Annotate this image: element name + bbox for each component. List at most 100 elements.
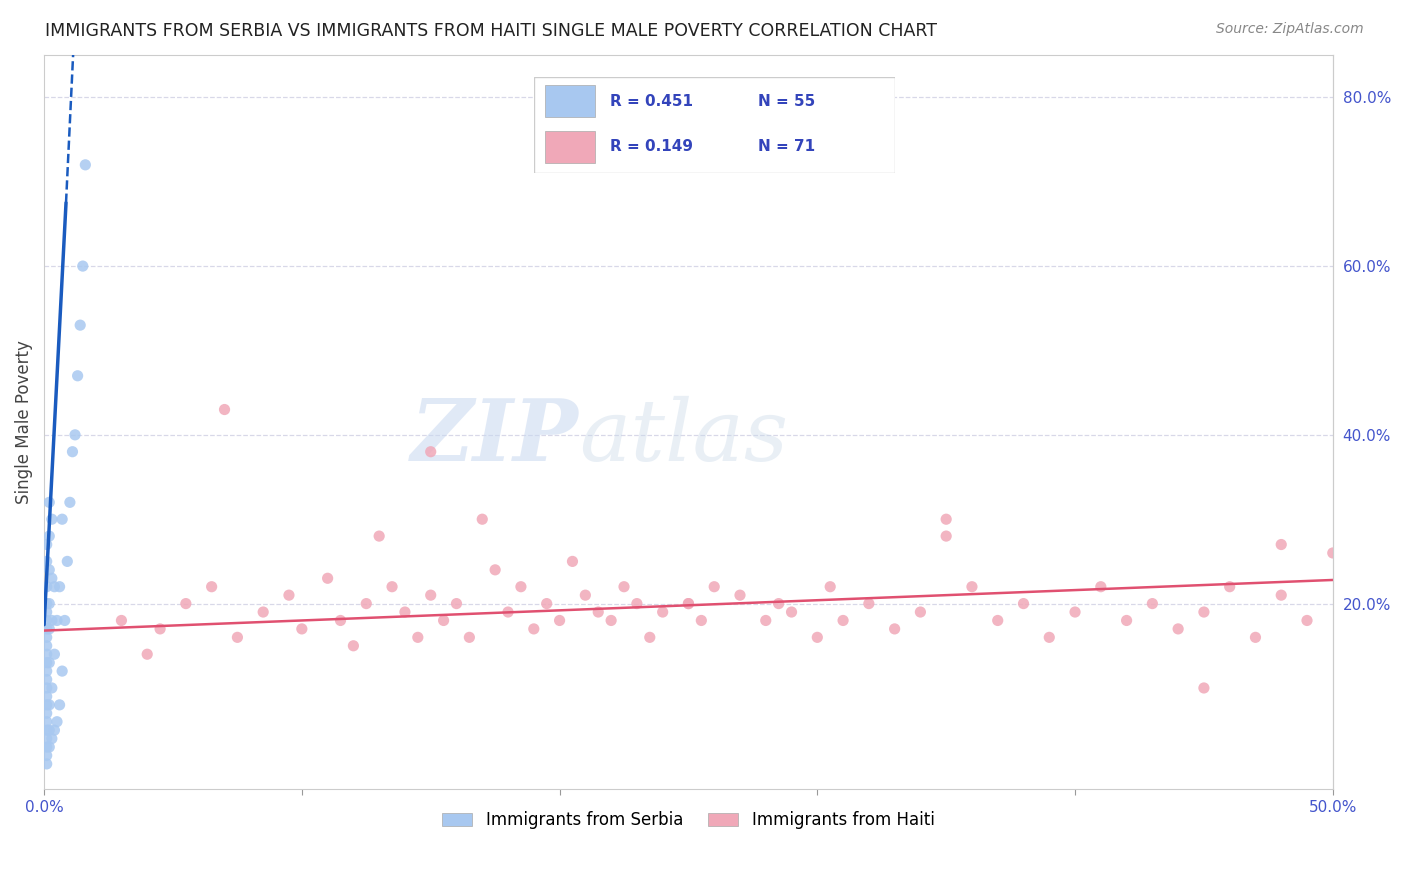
- Point: [46, 714, 69, 729]
- Point: [329, 614, 352, 628]
- Point: [548, 614, 571, 628]
- Text: atlas: atlas: [579, 395, 787, 478]
- Legend: Immigrants from Serbia, Immigrants from Haiti: Immigrants from Serbia, Immigrants from …: [436, 805, 941, 836]
- Point: [1270, 537, 1292, 551]
- Point: [935, 529, 957, 543]
- Point: [381, 580, 404, 594]
- Point: [780, 605, 803, 619]
- Point: [1090, 580, 1112, 594]
- Point: [1167, 622, 1189, 636]
- Point: [755, 614, 778, 628]
- Point: [35, 639, 58, 653]
- Point: [174, 597, 197, 611]
- Point: [690, 614, 713, 628]
- Point: [35, 723, 58, 738]
- Point: [561, 554, 583, 568]
- Point: [1142, 597, 1164, 611]
- Point: [1192, 605, 1215, 619]
- Point: [44, 580, 66, 594]
- Point: [201, 580, 224, 594]
- Point: [38, 622, 60, 636]
- Point: [768, 597, 790, 611]
- Point: [1244, 631, 1267, 645]
- Point: [41, 512, 63, 526]
- Point: [35, 673, 58, 687]
- Point: [35, 537, 58, 551]
- Point: [62, 444, 84, 458]
- Point: [484, 563, 506, 577]
- Text: IMMIGRANTS FROM SERBIA VS IMMIGRANTS FROM HAITI SINGLE MALE POVERTY CORRELATION : IMMIGRANTS FROM SERBIA VS IMMIGRANTS FRO…: [45, 22, 936, 40]
- Point: [35, 631, 58, 645]
- Point: [35, 756, 58, 771]
- Point: [509, 580, 531, 594]
- Point: [38, 723, 60, 738]
- Point: [51, 664, 73, 678]
- Point: [806, 631, 828, 645]
- Point: [600, 614, 623, 628]
- Text: ZIP: ZIP: [411, 395, 579, 479]
- Point: [110, 614, 132, 628]
- Point: [703, 580, 725, 594]
- Point: [278, 588, 301, 602]
- Point: [56, 554, 79, 568]
- Point: [678, 597, 700, 611]
- Point: [35, 739, 58, 754]
- Point: [51, 512, 73, 526]
- Point: [38, 739, 60, 754]
- Point: [1296, 614, 1319, 628]
- Y-axis label: Single Male Poverty: Single Male Poverty: [15, 340, 32, 504]
- Point: [41, 681, 63, 695]
- Point: [35, 664, 58, 678]
- Point: [136, 647, 159, 661]
- Point: [48, 580, 70, 594]
- Point: [523, 622, 546, 636]
- Point: [536, 597, 558, 611]
- Point: [342, 639, 364, 653]
- Point: [59, 495, 82, 509]
- Point: [66, 368, 89, 383]
- Point: [419, 444, 441, 458]
- Point: [53, 614, 76, 628]
- Point: [38, 656, 60, 670]
- Point: [496, 605, 519, 619]
- Point: [858, 597, 880, 611]
- Point: [38, 597, 60, 611]
- Point: [38, 563, 60, 577]
- Point: [1064, 605, 1087, 619]
- Point: [46, 614, 69, 628]
- Point: [35, 698, 58, 712]
- Point: [613, 580, 636, 594]
- Point: [1038, 631, 1060, 645]
- Point: [883, 622, 905, 636]
- Text: Source: ZipAtlas.com: Source: ZipAtlas.com: [1216, 22, 1364, 37]
- Point: [818, 580, 841, 594]
- Point: [35, 597, 58, 611]
- Point: [368, 529, 391, 543]
- Point: [35, 690, 58, 704]
- Point: [214, 402, 236, 417]
- Point: [41, 571, 63, 585]
- Point: [1012, 597, 1035, 611]
- Point: [35, 706, 58, 721]
- Point: [48, 698, 70, 712]
- Point: [35, 681, 58, 695]
- Point: [1192, 681, 1215, 695]
- Point: [1115, 614, 1137, 628]
- Point: [728, 588, 751, 602]
- Point: [35, 580, 58, 594]
- Point: [316, 571, 339, 585]
- Point: [41, 614, 63, 628]
- Point: [1270, 588, 1292, 602]
- Point: [446, 597, 468, 611]
- Point: [960, 580, 983, 594]
- Point: [41, 731, 63, 746]
- Point: [35, 748, 58, 763]
- Point: [291, 622, 314, 636]
- Point: [38, 529, 60, 543]
- Point: [35, 656, 58, 670]
- Point: [574, 588, 596, 602]
- Point: [471, 512, 494, 526]
- Point: [935, 512, 957, 526]
- Point: [63, 427, 86, 442]
- Point: [35, 605, 58, 619]
